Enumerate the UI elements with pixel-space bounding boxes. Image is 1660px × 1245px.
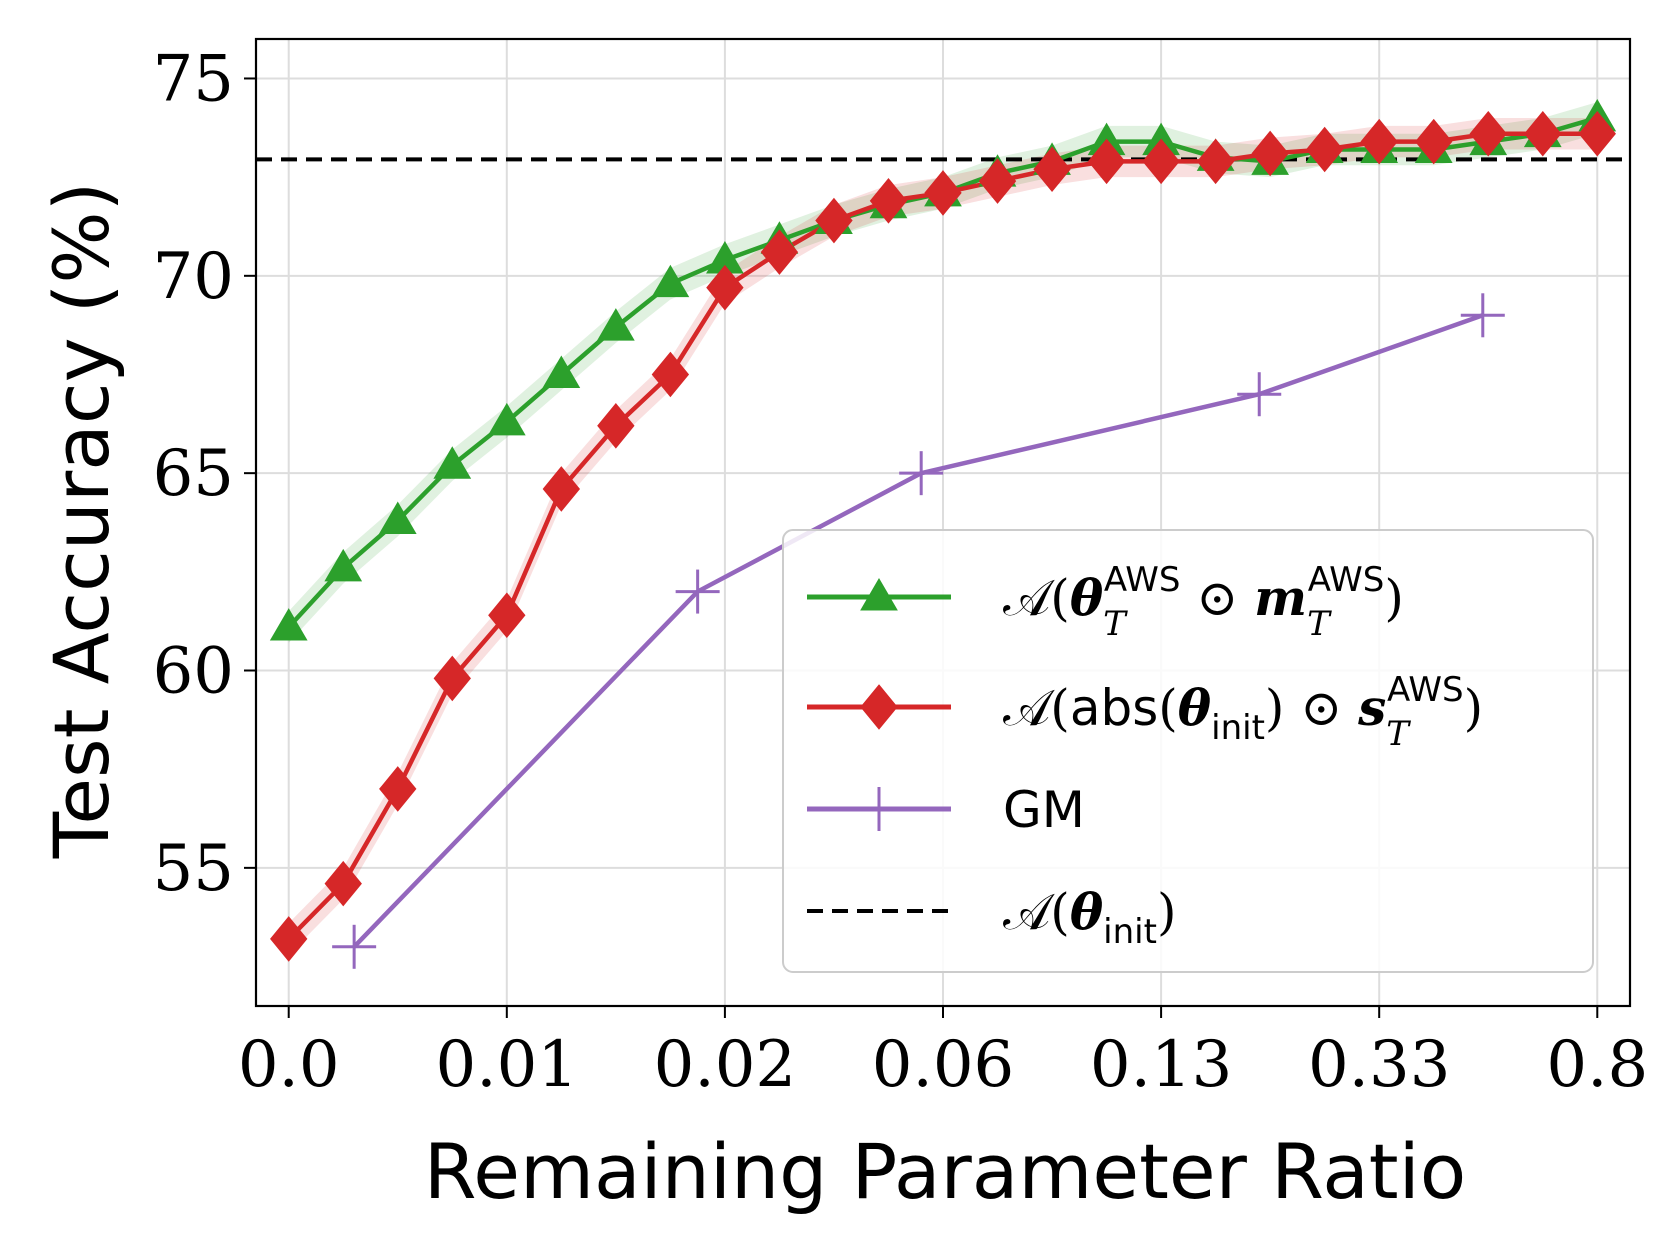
data-point-diamond — [978, 158, 1017, 204]
legend-box — [782, 529, 1594, 973]
y-tick-label: 60 — [153, 635, 234, 709]
data-point-plus — [899, 451, 944, 496]
legend-marker-2 — [860, 684, 898, 730]
data-point-diamond — [1360, 118, 1398, 165]
data-point-diamond — [433, 655, 471, 702]
data-point-triangle — [487, 402, 526, 436]
legend-marker-1 — [860, 578, 898, 611]
data-point-diamond — [542, 466, 581, 512]
data-point-diamond — [1196, 138, 1235, 185]
series-markers — [269, 98, 1617, 969]
data-point-diamond — [488, 592, 526, 639]
y-axis-ticks: 55 60 65 70 75 — [153, 42, 256, 906]
y-tick-label: 75 — [153, 42, 234, 116]
data-point-diamond — [651, 351, 690, 398]
y-axis-label: Test Accuracy (%) — [37, 182, 126, 859]
data-point-diamond — [869, 178, 908, 224]
data-point-diamond — [1033, 146, 1071, 193]
data-point-plus — [332, 924, 377, 969]
y-tick-label: 70 — [153, 240, 234, 314]
data-point-triangle — [378, 501, 417, 534]
data-point-diamond — [1524, 110, 1562, 157]
x-axis-ticks: 0.0 0.01 0.02 0.06 0.13 0.33 0.8 — [238, 1006, 1648, 1102]
data-point-triangle — [433, 446, 472, 479]
data-point-plus — [1460, 293, 1505, 338]
confidence-bands — [288, 102, 1598, 955]
data-point-triangle — [596, 308, 635, 341]
x-tick-label: 0.33 — [1308, 1028, 1451, 1102]
data-point-diamond — [1578, 110, 1616, 157]
legend-label-3: GM — [1003, 781, 1085, 839]
data-point-triangle — [542, 355, 581, 388]
band-triangle — [288, 102, 1598, 643]
data-point-diamond — [597, 403, 635, 449]
data-point-diamond — [924, 170, 962, 216]
data-point-diamond — [1305, 126, 1344, 173]
x-tick-label: 0.8 — [1546, 1028, 1648, 1102]
x-tick-label: 0.01 — [436, 1028, 579, 1102]
x-tick-label: 0.06 — [872, 1028, 1015, 1102]
data-point-diamond — [760, 229, 799, 275]
legend: 𝒜(θTAWS ⊙ mTAWS) 𝒜(abs(θinit) ⊙ sTAWS) G… — [782, 529, 1594, 973]
data-point-diamond — [706, 264, 744, 311]
data-point-triangle — [651, 264, 690, 298]
data-point-diamond — [1087, 138, 1126, 185]
data-point-diamond — [324, 860, 362, 907]
data-point-diamond — [270, 916, 308, 962]
legend-label-4: 𝒜(θinit) — [1003, 882, 1176, 952]
data-point-diamond — [1469, 110, 1507, 157]
legend-label-1: 𝒜(θTAWS ⊙ mTAWS) — [1003, 560, 1404, 644]
legend-symbol-plus — [857, 787, 901, 831]
data-point-diamond — [815, 197, 853, 244]
y-tick-label: 55 — [153, 832, 234, 906]
y-tick-label: 65 — [153, 437, 234, 511]
legend-label-2: 𝒜(abs(θinit) ⊙ sTAWS) — [1003, 670, 1483, 754]
data-point-diamond — [379, 766, 417, 812]
data-point-diamond — [1251, 130, 1289, 177]
legend-symbol-diamond — [860, 684, 898, 730]
data-point-plus — [1237, 372, 1282, 417]
x-tick-label: 0.02 — [654, 1028, 797, 1102]
x-tick-label: 0.13 — [1090, 1028, 1233, 1102]
data-point-diamond — [1142, 138, 1180, 185]
data-point-triangle — [269, 608, 308, 641]
legend-symbol-triangle — [860, 578, 898, 611]
data-point-triangle — [324, 548, 363, 582]
x-tick-label: 0.0 — [238, 1028, 340, 1102]
x-axis-label: Remaining Parameter Ratio — [424, 1127, 1466, 1216]
legend-marker-3 — [857, 787, 901, 831]
data-point-plus — [675, 569, 720, 614]
data-point-diamond — [1415, 118, 1453, 165]
